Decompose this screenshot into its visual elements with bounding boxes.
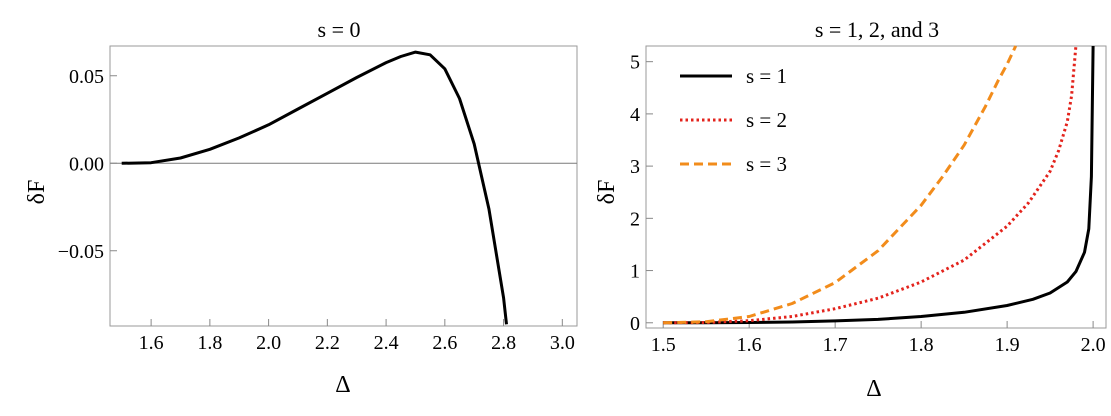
x-tick-label: 2.8: [491, 332, 516, 354]
legend-label-3: s = 3: [746, 152, 787, 176]
series-lines: [121, 50, 508, 325]
x-tick-label: 1.6: [737, 334, 762, 356]
y-tick-label: 4: [630, 104, 640, 126]
y-tick-label: 0.00: [69, 153, 104, 175]
y-axis-ticks: 0.05 0.00 −0.05: [58, 66, 117, 263]
legend: s = 1 s = 2 s = 3: [680, 64, 787, 176]
panel-title: s = 1, 2, and 3: [815, 17, 939, 42]
y-tick-label: 0.05: [69, 66, 104, 88]
panel-title: s = 0: [318, 17, 361, 42]
series-line-2: [663, 45, 1078, 325]
x-axis-label: Δ: [866, 376, 881, 402]
x-tick-label: 1.5: [651, 334, 676, 356]
x-tick-label: 2.0: [256, 332, 281, 354]
y-tick-label: −0.05: [58, 241, 104, 263]
panel-s0: s = 0 1.6 1.8 2.0 2.2 2.4 2.6 2.8 3.0 0.05 0.00 −…: [24, 17, 578, 398]
series-line-1: [121, 50, 508, 325]
y-axis-label: δF: [24, 180, 50, 205]
x-tick-label: 1.8: [197, 332, 222, 354]
series-line-3: [663, 45, 1018, 325]
panel-s123: s = 1, 2, and 3 1.5 1.6 1.7 1.8 1.9 2.0 0 1 2 3 4…: [594, 17, 1107, 402]
x-axis-ticks: 1.6 1.8 2.0 2.2 2.4 2.6 2.8 3.0: [139, 319, 575, 354]
x-tick-label: 1.7: [823, 334, 848, 356]
legend-label-2: s = 2: [746, 108, 787, 132]
y-tick-label: 0: [630, 313, 640, 335]
x-tick-label: 1.8: [909, 334, 934, 356]
y-axis-ticks: 0 1 2 3 4 5: [630, 52, 653, 335]
x-tick-label: 2.6: [432, 332, 457, 354]
series-line-1: [663, 45, 1095, 325]
x-axis-label: Δ: [335, 372, 350, 398]
x-tick-label: 2.4: [374, 332, 399, 354]
y-axis-label: δF: [594, 180, 620, 205]
y-tick-label: 1: [630, 261, 640, 283]
x-tick-label: 1.6: [139, 332, 164, 354]
y-tick-label: 2: [630, 208, 640, 230]
legend-label-1: s = 1: [746, 64, 787, 88]
y-tick-label: 5: [630, 52, 640, 74]
series-lines: [663, 45, 1095, 325]
x-tick-label: 2.2: [315, 332, 340, 354]
x-axis-ticks: 1.5 1.6 1.7 1.8 1.9 2.0: [651, 321, 1106, 356]
x-tick-label: 3.0: [550, 332, 575, 354]
x-tick-label: 1.9: [995, 334, 1020, 356]
x-tick-label: 2.0: [1081, 334, 1106, 356]
plot-frame: [109, 45, 578, 327]
y-tick-label: 3: [630, 156, 640, 178]
plot-frame: [645, 45, 1107, 329]
